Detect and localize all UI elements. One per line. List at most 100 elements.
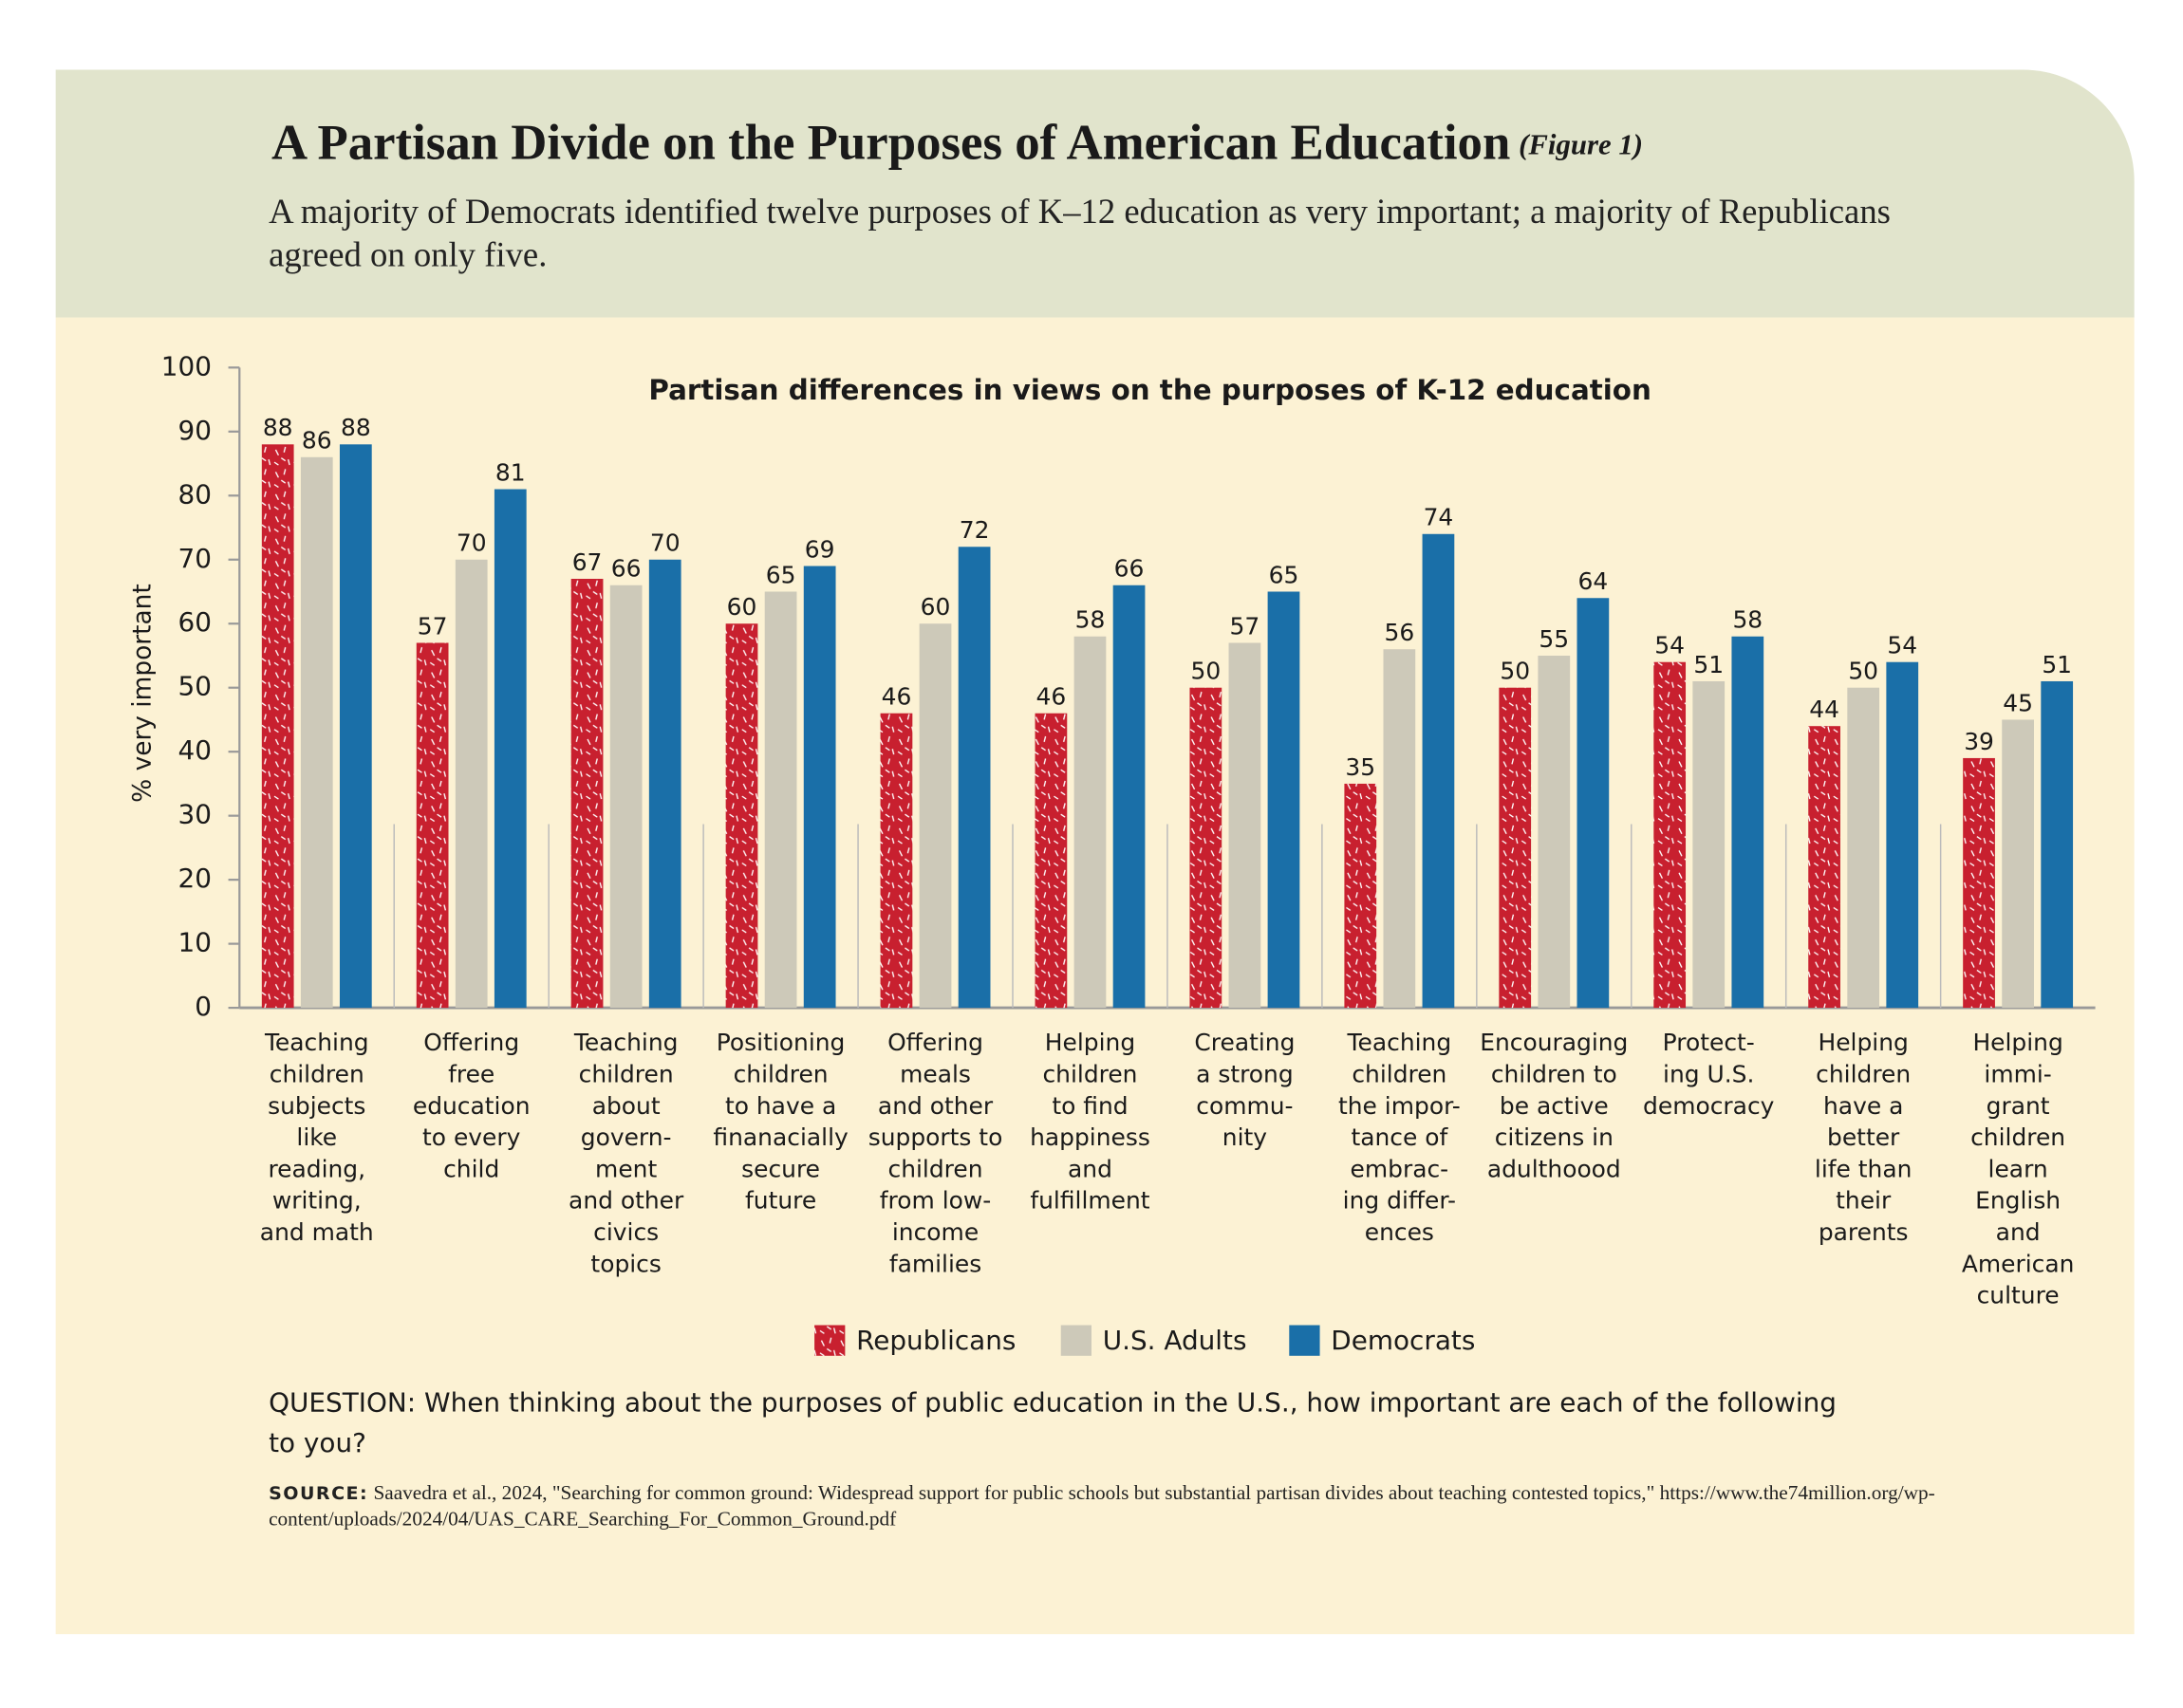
- bar: [1808, 726, 1840, 1009]
- bar: [1073, 636, 1107, 1009]
- y-tick-label: 40: [178, 734, 212, 766]
- value-label: 46: [1036, 683, 1067, 711]
- x-tick-label: to find: [1052, 1092, 1128, 1120]
- bar: [1692, 680, 1726, 1009]
- x-tick-label: Teaching: [264, 1029, 369, 1056]
- bar: [803, 566, 836, 1009]
- bar: [958, 547, 991, 1009]
- x-tick-label: children: [270, 1061, 364, 1088]
- value-label: 51: [1693, 651, 1724, 678]
- value-label: 50: [1848, 658, 1878, 685]
- x-tick-label: reading,: [268, 1155, 365, 1182]
- value-label: 69: [805, 535, 835, 563]
- x-tick-label: subjects: [268, 1092, 365, 1120]
- x-tick-label: topics: [590, 1250, 661, 1277]
- source-box: SOURCE: Saavedra et al., 2024, "Searchin…: [269, 1482, 1935, 1532]
- x-tick-label: the impor-: [1338, 1092, 1461, 1120]
- x-tick-label: and other: [878, 1092, 994, 1120]
- header-band: [55, 69, 2135, 318]
- x-tick-label: children: [1970, 1123, 2065, 1151]
- bar: [725, 623, 758, 1009]
- x-tick-label: families: [889, 1250, 981, 1277]
- value-label: 51: [2042, 651, 2072, 678]
- bar: [919, 623, 952, 1009]
- bar: [764, 591, 797, 1009]
- source-label: SOURCE:: [269, 1483, 369, 1505]
- bar: [1228, 642, 1261, 1009]
- y-tick-label: 30: [178, 799, 212, 830]
- subtitle: A majority of Democrats identified twelv…: [269, 193, 1891, 275]
- x-tick-label: tance of: [1351, 1123, 1448, 1151]
- x-tick-label: and: [1996, 1218, 2041, 1246]
- x-tick-label: Helping: [1045, 1029, 1135, 1056]
- x-tick-label: American: [1962, 1250, 2075, 1277]
- bar: [2041, 680, 2074, 1009]
- x-tick-label: be active: [1500, 1092, 1609, 1120]
- title-text: A Partisan Divide on the Purposes of Ame…: [271, 116, 1510, 171]
- value-label: 50: [1190, 658, 1221, 685]
- x-tick-label: civics: [593, 1218, 659, 1246]
- value-label: 57: [418, 612, 448, 640]
- value-label: 66: [1114, 555, 1145, 583]
- x-tick-label: govern-: [581, 1123, 672, 1151]
- value-label: 58: [1732, 606, 1763, 634]
- figure-label: (Figure 1): [1519, 129, 1643, 161]
- value-label: 88: [263, 414, 293, 441]
- x-tick-label: about: [592, 1092, 661, 1120]
- bar: [648, 559, 681, 1009]
- question-box: QUESTION: When thinking about the purpos…: [269, 1387, 1837, 1459]
- value-label: 86: [302, 427, 332, 455]
- x-tick-label: secure: [741, 1155, 820, 1182]
- x-tick-label: to have a: [725, 1092, 836, 1120]
- x-tick-label: happiness: [1030, 1123, 1150, 1151]
- x-tick-label: supports to: [868, 1123, 1003, 1151]
- x-tick-label: ences: [1365, 1218, 1434, 1246]
- value-label: 64: [1578, 567, 1609, 595]
- y-tick-label: 80: [178, 478, 212, 510]
- legend-label: U.S. Adults: [1103, 1325, 1247, 1356]
- value-label: 45: [2003, 689, 2033, 716]
- y-tick-label: 60: [178, 606, 212, 638]
- bar: [570, 579, 604, 1009]
- bar: [1577, 598, 1610, 1009]
- x-tick-label: future: [745, 1187, 816, 1215]
- bar: [609, 585, 643, 1009]
- x-tick-label: better: [1827, 1123, 1900, 1151]
- x-tick-label: children: [1816, 1061, 1911, 1088]
- bar: [2002, 719, 2034, 1009]
- x-tick-label: commu-: [1196, 1092, 1293, 1120]
- question: QUESTION: When thinking about the purpos…: [269, 1387, 1837, 1459]
- bar: [1383, 649, 1416, 1009]
- x-tick-label: children to: [1491, 1061, 1617, 1088]
- x-tick-label: children: [1042, 1061, 1137, 1088]
- value-label: 60: [727, 593, 757, 621]
- bar: [1344, 783, 1377, 1009]
- x-tick-label: children: [1352, 1061, 1446, 1088]
- bar: [1499, 687, 1532, 1009]
- bar: [300, 456, 333, 1009]
- value-label: 81: [495, 458, 526, 486]
- x-tick-label: culture: [1977, 1282, 2060, 1309]
- legend-swatch: [814, 1325, 846, 1356]
- x-tick-label: education: [413, 1092, 531, 1120]
- x-tick-label: ing U.S.: [1663, 1061, 1754, 1088]
- x-tick-label: children: [734, 1061, 829, 1088]
- source-text: Saavedra et al., 2024, "Searching for co…: [269, 1482, 1935, 1532]
- x-tick-label: child: [443, 1155, 499, 1182]
- value-label: 70: [650, 529, 681, 557]
- value-label: 74: [1424, 504, 1454, 531]
- y-tick-label: 50: [178, 671, 212, 702]
- value-label: 54: [1887, 632, 1917, 659]
- value-label: 46: [882, 683, 912, 711]
- x-tick-label: children: [579, 1061, 674, 1088]
- x-tick-label: like: [296, 1123, 337, 1151]
- y-tick-label: 90: [178, 415, 212, 446]
- value-label: 56: [1384, 619, 1414, 646]
- bar: [1731, 636, 1764, 1009]
- value-label: 58: [1075, 606, 1106, 634]
- x-tick-label: writing,: [272, 1187, 362, 1215]
- value-label: 70: [457, 529, 487, 557]
- x-tick-label: Positioning: [717, 1029, 846, 1056]
- value-label: 65: [766, 561, 796, 588]
